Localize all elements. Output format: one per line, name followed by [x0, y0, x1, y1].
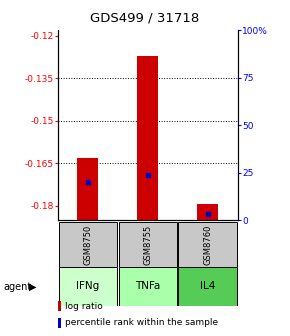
Bar — [197, 205, 218, 220]
Bar — [59, 267, 117, 306]
Bar — [137, 56, 158, 220]
Bar — [178, 267, 237, 306]
Bar — [119, 222, 177, 267]
Text: GSM8750: GSM8750 — [84, 224, 93, 264]
Text: log ratio: log ratio — [65, 302, 103, 310]
Bar — [178, 222, 237, 267]
Text: percentile rank within the sample: percentile rank within the sample — [65, 319, 218, 327]
Bar — [59, 222, 117, 267]
Text: GDS499 / 31718: GDS499 / 31718 — [90, 12, 200, 25]
Text: IFNg: IFNg — [76, 282, 99, 291]
Text: agent: agent — [3, 282, 31, 292]
Text: GSM8760: GSM8760 — [203, 224, 212, 265]
Text: ▶: ▶ — [29, 282, 37, 292]
Bar — [77, 158, 99, 220]
Text: GSM8755: GSM8755 — [143, 224, 153, 264]
Bar — [119, 267, 177, 306]
Text: IL4: IL4 — [200, 282, 215, 291]
Text: TNFa: TNFa — [135, 282, 161, 291]
